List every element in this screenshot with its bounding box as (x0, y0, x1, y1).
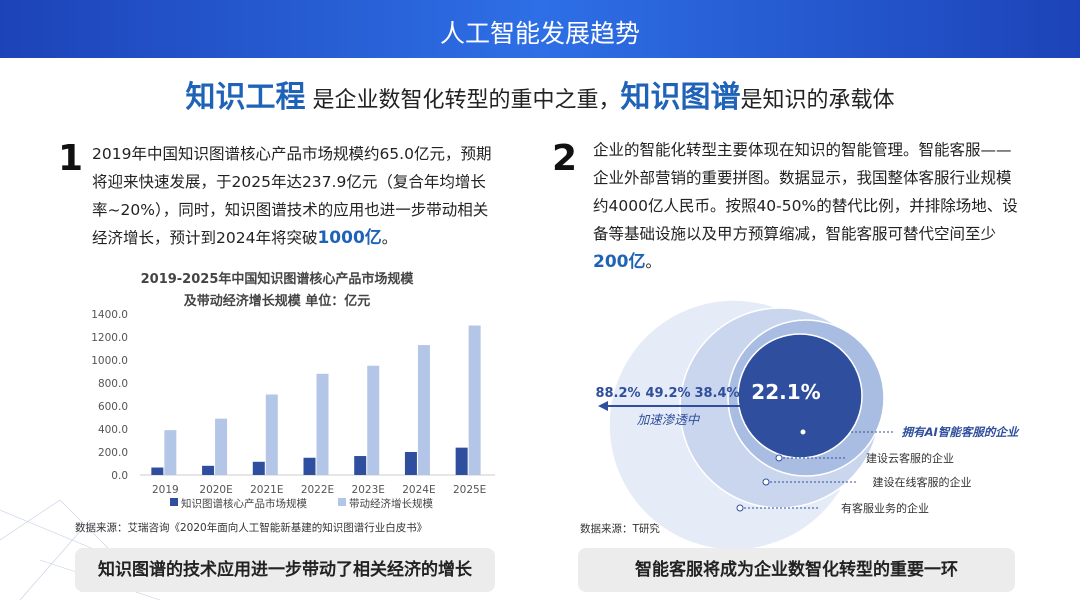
ring-dot (736, 504, 744, 512)
bar (367, 365, 380, 475)
arrow-label: 加速渗透中 (637, 412, 701, 427)
x-tick-label: 2022E (301, 484, 334, 496)
bar (404, 452, 417, 475)
bar (151, 467, 164, 475)
paragraph-end: 。 (645, 253, 662, 271)
highlight: 200亿 (593, 252, 646, 272)
y-tick-label: 0.0 (111, 470, 128, 482)
bar (417, 345, 430, 475)
paragraph: 企业的智能化转型主要体现在知识的智能管理。智能客服——企业外部营销的重要拼图。数… (593, 136, 1023, 276)
legend-label: 知识图谱核心产品市场规模 (181, 497, 307, 510)
paragraph-text: 2019年中国知识图谱核心产品市场规模约65.0亿元，预期将迎来快速发展，于20… (92, 145, 492, 247)
headline-text: 是企业数智化转型的重中之重， (312, 88, 621, 113)
ring-label: 建设云客服的企业 (866, 451, 954, 465)
section-number: 1 (58, 138, 84, 179)
chart-title: 2019-2025年中国知识图谱核心产品市场规模 (141, 271, 415, 287)
summary-box: 知识图谱的技术应用进一步带动了相关经济的增长 (75, 548, 495, 592)
bar (215, 418, 228, 475)
bar (303, 457, 316, 475)
paragraph-text: 企业的智能化转型主要体现在知识的智能管理。智能客服——企业外部营销的重要拼图。数… (593, 141, 1018, 243)
y-tick-label: 1200.0 (91, 332, 128, 344)
bar-chart: 0.0 200.0 400.0 600.0 800.0 1000.0 1200.0 1400.… (91, 309, 495, 510)
headline-key: 知识图谱 (620, 80, 741, 115)
header-title: 人工智能发展趋势 (439, 19, 640, 48)
headline-key: 知识工程 (185, 80, 306, 115)
x-tick-label: 2023E (352, 484, 385, 496)
bar (265, 394, 278, 475)
bar (202, 465, 215, 475)
ring-label: 拥有AI智能客服的企业 (902, 425, 1020, 439)
paragraph-end: 。 (381, 229, 398, 247)
x-tick-label: 2025E (453, 484, 486, 496)
summary-box: 智能客服将成为企业数智化转型的重要一环 (578, 548, 1015, 592)
ring-value: 88.2% (595, 386, 640, 401)
bar (468, 325, 481, 475)
y-tick-label: 600.0 (98, 401, 128, 413)
ring-label: 有客服业务的企业 (841, 501, 929, 515)
x-tick-label: 2024E (402, 484, 435, 496)
bar (455, 447, 468, 475)
section-number: 2 (552, 138, 578, 179)
y-tick-label: 1000.0 (91, 355, 128, 367)
ring-value: 22.1% (751, 380, 820, 404)
ring-dot (799, 428, 807, 436)
ring-value: 49.2% (645, 386, 690, 401)
bar (252, 461, 265, 475)
ring-label: 建设在线客服的企业 (873, 475, 972, 489)
highlight: 1000亿 (317, 228, 382, 248)
source: 数据来源：艾瑞咨询《2020年面向人工智能新基建的知识图谱行业白皮书》 (75, 521, 427, 534)
ring-value: 38.4% (694, 386, 739, 401)
y-tick-label: 800.0 (98, 378, 128, 390)
legend-swatch (338, 498, 346, 506)
y-tick-label: 1400.0 (91, 309, 128, 321)
ring-dot (775, 454, 783, 462)
bar (164, 430, 177, 475)
source: 数据来源：T研究 (580, 522, 660, 535)
diagram: 22.1% 拥有AI智能客服的企业 38.4% 建设云客服的企业 49.2% 建设在线客服… (595, 299, 1020, 551)
chart-subtitle: 及带动经济增长规模 单位：亿元 (184, 293, 371, 309)
x-tick-label: 2019 (152, 484, 179, 496)
paragraph: 2019年中国知识图谱核心产品市场规模约65.0亿元，预期将迎来快速发展，于20… (92, 140, 494, 252)
arrow-head (598, 401, 608, 411)
x-tick-label: 2021E (250, 484, 283, 496)
y-tick-label: 200.0 (98, 447, 128, 459)
headline: 知识工程 是企业数智化转型的重中之重，知识图谱是知识的承载体 (0, 72, 1080, 116)
legend-swatch (170, 498, 178, 506)
bar (316, 373, 329, 475)
ring-dot (762, 478, 770, 486)
headline-text: 是知识的承载体 (740, 88, 895, 113)
legend-label: 带动经济增长规模 (349, 497, 433, 510)
header-bar: 人工智能发展趋势 (0, 0, 1080, 58)
y-tick-label: 400.0 (98, 424, 128, 436)
x-tick-label: 2020E (199, 484, 232, 496)
bar (354, 456, 367, 475)
